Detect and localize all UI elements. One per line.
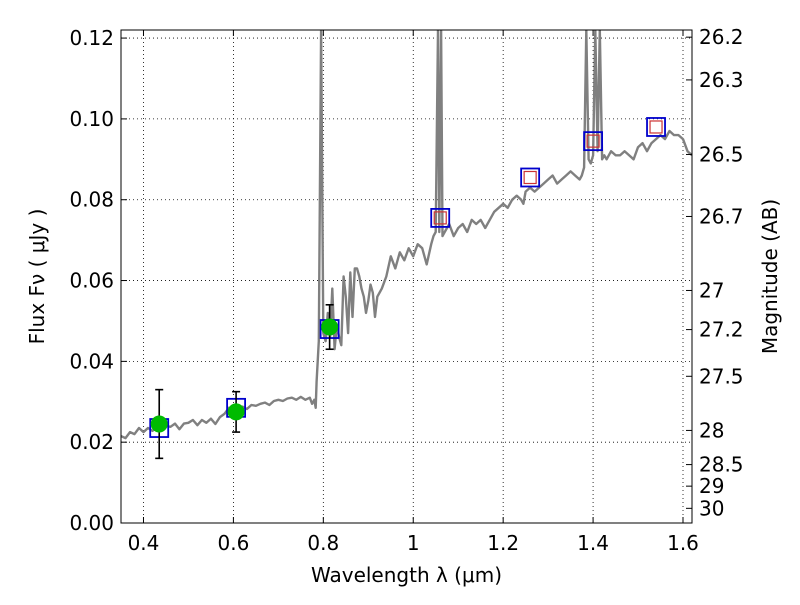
y-tick-label: 0.06 [69, 269, 114, 293]
x-tick-label: 1.6 [667, 531, 699, 555]
y-tick-label: 0.00 [69, 511, 114, 535]
mag-tick-label: 26.2 [699, 25, 744, 49]
x-tick-label: 0.6 [217, 531, 249, 555]
mag-tick-label: 27 [699, 278, 724, 302]
x-tick-label: 1 [407, 531, 420, 555]
limit-point [433, 211, 447, 225]
mag-tick-label: 26.7 [699, 204, 744, 228]
model-photometry-point [520, 167, 541, 188]
x-tick-label: 0.4 [128, 531, 160, 555]
mag-tick-label: 27.5 [699, 364, 744, 388]
mag-tick-label: 29 [699, 474, 724, 498]
observed-photometry-point [150, 415, 168, 433]
model-photometry-point [646, 117, 666, 137]
y-tick-label: 0.04 [69, 349, 114, 373]
model-photometry-point [583, 131, 603, 152]
right-axis-label: Magnitude (AB) [758, 199, 782, 354]
plot-frame [120, 29, 693, 524]
y-tick-label: 0.08 [69, 188, 114, 212]
limit-point [523, 170, 537, 185]
mag-tick-label: 27.2 [699, 318, 744, 342]
mag-tick-label: 26.3 [699, 68, 744, 92]
y-axis-label: Flux Fν ( μJy ) [25, 209, 49, 345]
mag-tick-label: 30 [699, 496, 724, 520]
x-tick-label: 0.8 [307, 531, 339, 555]
marker-layer [149, 117, 666, 460]
y-tick-label: 0.02 [69, 430, 114, 454]
ticks: 0.4 0.6 0.8 1 1.2 1.4 1.6 0.00 0.02 0.04 0.06 0.08 0… [69, 25, 743, 555]
y-tick-label: 0.10 [69, 107, 114, 131]
mag-tick-label: 26.5 [699, 142, 744, 166]
x-tick-label: 1.2 [487, 531, 519, 555]
model-photometry-point [430, 208, 451, 228]
mag-tick-label: 28.5 [699, 453, 744, 477]
x-axis-label: Wavelength λ (μm) [311, 563, 502, 587]
observed-photometry-point [227, 403, 245, 421]
observed-photometry-point [321, 318, 339, 336]
x-tick-label: 1.4 [577, 531, 609, 555]
mag-tick-label: 28 [699, 418, 724, 442]
limit-point [586, 134, 600, 148]
limit-point [649, 120, 663, 134]
y-tick-label: 0.12 [69, 26, 114, 50]
